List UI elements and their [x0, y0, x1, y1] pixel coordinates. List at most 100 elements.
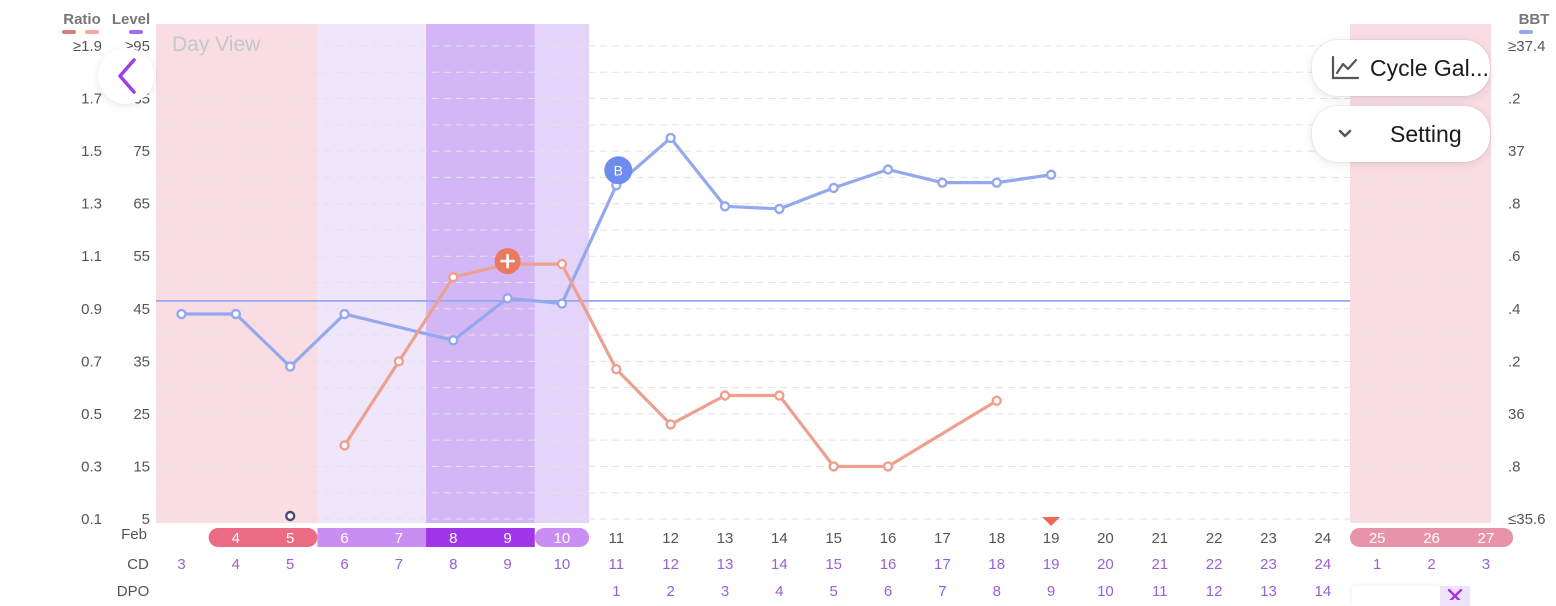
bbt-tick: .2 — [1508, 353, 1521, 370]
date-label: 27 — [1478, 530, 1495, 547]
date-label: 18 — [988, 530, 1005, 547]
cd-label: 19 — [1043, 556, 1060, 573]
ratio-point — [719, 390, 731, 401]
level-swatch — [129, 30, 143, 34]
dpo-label: 6 — [884, 583, 892, 600]
bbt-tick: .8 — [1508, 196, 1521, 213]
cd-label: 10 — [554, 556, 571, 573]
ratio-tick: 1.5 — [81, 143, 102, 160]
level-tick: 55 — [133, 248, 150, 265]
ratio-point — [611, 364, 622, 375]
ratio-tick: 1.7 — [81, 91, 102, 108]
level-tick: 75 — [133, 143, 150, 160]
setting-button[interactable]: Setting — [1312, 106, 1490, 162]
bbt-point — [285, 361, 296, 372]
ratio-swatch-1 — [62, 30, 76, 34]
dpo-label: 1 — [612, 583, 620, 600]
ratio-tick: 0.7 — [81, 353, 102, 370]
date-label: 19 — [1043, 530, 1060, 547]
cd-label: 21 — [1151, 556, 1168, 573]
bbt-point — [1045, 169, 1057, 180]
bbt-tick: 37 — [1508, 143, 1525, 160]
dpo-label: 5 — [830, 583, 838, 600]
date-label: 8 — [449, 530, 457, 547]
cd-label: 20 — [1097, 556, 1114, 573]
bbt-point — [665, 132, 676, 144]
bottom-card — [1352, 586, 1440, 606]
date-label: 13 — [717, 530, 734, 547]
bbt-point — [230, 308, 242, 320]
ratio-tick: 1.3 — [81, 196, 102, 213]
bbt-point — [502, 293, 513, 304]
ratio-point — [991, 395, 1002, 406]
dpo-label: 8 — [993, 583, 1001, 600]
dpo-label: 2 — [666, 583, 674, 600]
cd-label: 4 — [232, 556, 240, 573]
dpo-row-label: DPO — [117, 583, 150, 600]
level-tick: 15 — [133, 458, 150, 475]
close-icon[interactable] — [1440, 586, 1470, 606]
cd-label: 22 — [1206, 556, 1223, 573]
today-marker-icon — [1042, 517, 1061, 526]
ratio-point — [882, 461, 894, 472]
month-label: Feb — [121, 526, 147, 543]
bbt-point — [448, 335, 459, 346]
bbt-point — [774, 203, 785, 215]
cd-label: 9 — [503, 556, 511, 573]
bbt-point — [937, 177, 948, 188]
bbt-tick: .8 — [1508, 458, 1521, 475]
cd-label: 8 — [449, 556, 457, 573]
cd-label: 15 — [825, 556, 842, 573]
ratio-line — [342, 262, 999, 469]
bbt-point — [339, 308, 350, 320]
dpo-label: 7 — [938, 583, 946, 600]
level-tick: 45 — [133, 301, 150, 318]
small-dot-marker — [285, 510, 296, 522]
next-period-date-pill — [1350, 528, 1514, 547]
bbt-tick: ≥37.4 — [1508, 38, 1545, 55]
date-label: 26 — [1423, 530, 1440, 547]
back-button[interactable] — [98, 48, 154, 104]
date-label: 7 — [395, 530, 403, 547]
dpo-label: 9 — [1047, 583, 1055, 600]
cd-label: 13 — [717, 556, 734, 573]
cd-label: 11 — [609, 556, 625, 573]
date-label: 5 — [286, 530, 294, 547]
date-label: 11 — [609, 530, 625, 547]
setting-label: Setting — [1390, 120, 1462, 147]
bbt-tick: 36 — [1508, 406, 1525, 423]
bbt-point — [719, 201, 731, 212]
bbt-tick: .4 — [1508, 301, 1521, 318]
cd-label: 24 — [1315, 556, 1332, 573]
date-label: 10 — [554, 530, 571, 547]
bbt-tick: ≤35.6 — [1508, 511, 1545, 528]
bbt-tick: .2 — [1508, 91, 1521, 108]
cycle-gallery-button[interactable]: Cycle Gal... — [1312, 40, 1490, 96]
chevron-down-icon — [1328, 120, 1362, 148]
bbt-marker-label: B — [614, 162, 623, 178]
level-tick: 35 — [133, 353, 150, 370]
ratio-swatch-2 — [85, 30, 99, 34]
ratio-tick: 0.5 — [81, 406, 102, 423]
level-tick: 65 — [133, 196, 150, 213]
date-label: 20 — [1097, 530, 1114, 547]
cd-label: 12 — [662, 556, 679, 573]
cd-label: 5 — [286, 556, 294, 573]
dpo-label: 10 — [1097, 583, 1114, 600]
dpo-label: 4 — [775, 583, 783, 600]
ratio-tick: 1.1 — [81, 248, 102, 265]
bbt-swatch — [1519, 30, 1533, 34]
bbt-line — [179, 136, 1053, 369]
bbt-marker — [604, 156, 633, 185]
line-chart-icon — [1328, 54, 1362, 82]
ratio-point — [448, 272, 459, 283]
bbt-point — [882, 164, 894, 175]
cd-label: 16 — [880, 556, 897, 573]
bbt-point — [176, 308, 187, 320]
level-tick: 25 — [133, 406, 150, 423]
dpo-label: 14 — [1315, 583, 1332, 600]
date-label: 23 — [1260, 530, 1277, 547]
cd-label: 6 — [340, 556, 348, 573]
ratio-header: Ratio — [63, 11, 101, 28]
dpo-label: 3 — [721, 583, 729, 600]
